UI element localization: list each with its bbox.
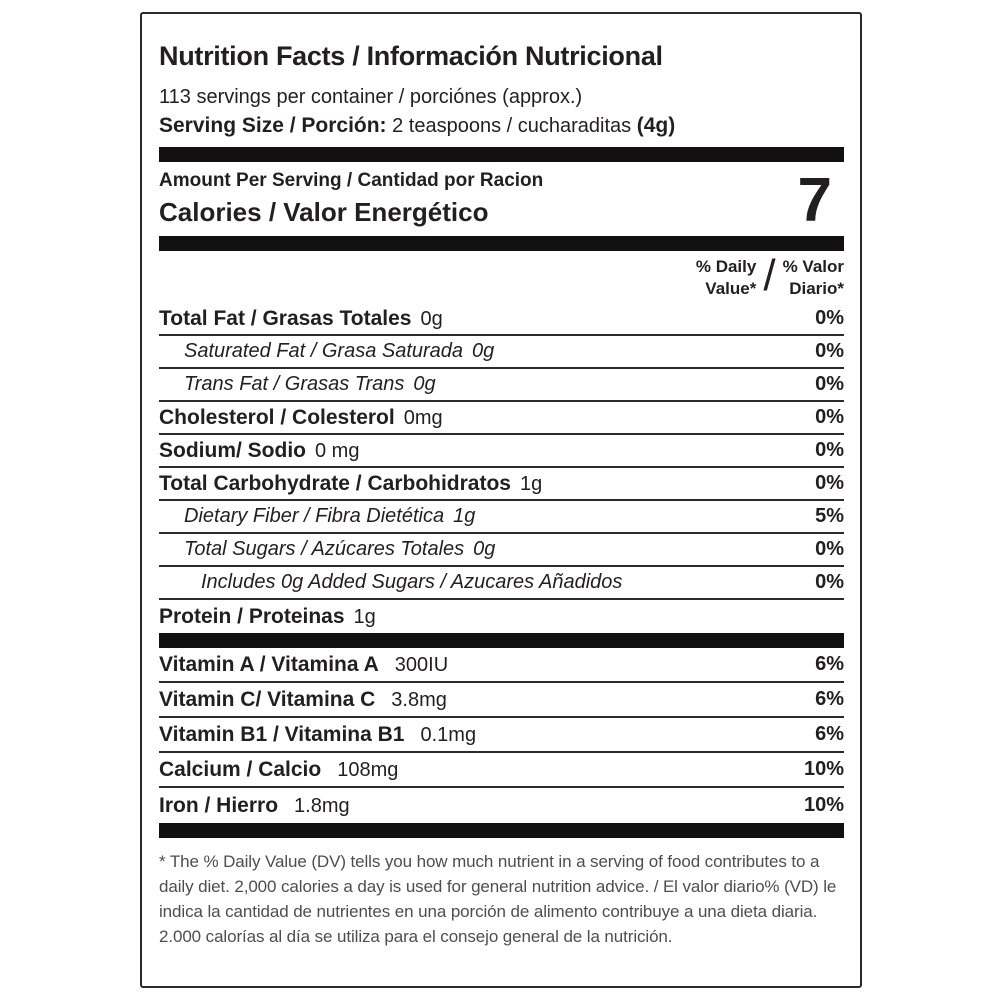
nutrition-label: Nutrition Facts / Información Nutriciona… (140, 12, 862, 988)
micronutrient-row-vitamin-c: Vitamin C/ Vitamina C 3.8mg 6% (159, 683, 844, 718)
nutrient-amount: 3.8mg (391, 688, 447, 711)
separator-bar-thick (159, 823, 844, 838)
nutrient-row-total-fat: Total Fat / Grasas Totales 0g 0% (159, 303, 844, 336)
dv-header-slash: / (763, 251, 776, 300)
calories-text-block: Amount Per Serving / Cantidad por Racion… (159, 169, 543, 229)
serving-size-weight: (4g) (636, 114, 676, 137)
nutrient-label: Cholesterol / Colesterol (159, 405, 395, 429)
nutrient-label: Iron / Hierro (159, 793, 279, 817)
nutrient-dv: 0% (815, 340, 844, 362)
dv-header-en-line1: % Daily (695, 257, 757, 276)
nutrient-dv: 6% (815, 688, 844, 710)
nutrient-amount: 0.1mg (420, 723, 477, 746)
nutrient-dv: 0% (815, 538, 844, 560)
separator-bar-thick (159, 147, 844, 162)
daily-value-header: % Daily Value* / % Valor Diario* (159, 251, 844, 303)
nutrient-amount: 1g (353, 605, 376, 628)
nutrient-row-cholesterol: Cholesterol / Colesterol 0mg 0% (159, 402, 844, 435)
micronutrient-row-vitamin-a: Vitamin A / Vitamina A 300IU 6% (159, 648, 844, 683)
nutrient-row-trans-fat: Trans Fat / Grasas Trans 0g 0% (159, 369, 844, 402)
nutrient-amount: 108mg (337, 758, 399, 781)
nutrient-row-total-sugars: Total Sugars / Azúcares Totales 0g 0% (159, 534, 844, 567)
nutrient-label: Sodium/ Sodio (159, 438, 306, 462)
nutrient-rows: Total Fat / Grasas Totales 0g 0% Saturate… (159, 303, 844, 633)
nutrient-label: Total Carbohydrate / Carbohidratos (159, 471, 511, 495)
nutrient-amount: 300IU (394, 653, 449, 676)
nutrient-label: Vitamin A / Vitamina A (159, 652, 379, 676)
servings-per-container: 113 servings per container / porciónes (… (159, 86, 583, 108)
nutrient-dv: 6% (815, 723, 844, 745)
nutrient-label: Dietary Fiber / Fibra Dietética (184, 505, 445, 527)
nutrient-label: Protein / Proteinas (159, 604, 345, 628)
nutrient-dv: 5% (815, 505, 844, 527)
nutrient-dv: 10% (803, 758, 844, 780)
amount-per-serving-heading: Amount Per Serving / Cantidad por Racion (159, 170, 544, 191)
dv-header-en-line2: Value* (705, 279, 757, 298)
nutrient-dv: 0% (815, 406, 844, 428)
dv-header-es-line1: % Valor (782, 257, 844, 276)
nutrient-row-sodium: Sodium/ Sodio 0 mg 0% (159, 435, 844, 468)
nutrient-amount: 0g (472, 340, 495, 362)
nutrient-label: Calcium / Calcio (159, 757, 322, 781)
nutrient-dv: 10% (803, 794, 844, 816)
nutrient-label: Vitamin B1 / Vitamina B1 (159, 722, 405, 746)
nutrient-amount: 0g (413, 373, 436, 395)
nutrient-dv: 0% (815, 307, 844, 329)
nutrient-row-dietary-fiber: Dietary Fiber / Fibra Dietética 1g 5% (159, 501, 844, 534)
nutrient-label: Saturated Fat / Grasa Saturada (184, 340, 464, 362)
micronutrient-row-iron: Iron / Hierro 1.8mg 10% (159, 788, 844, 823)
nutrient-dv: 6% (815, 653, 844, 675)
nutrient-row-added-sugars: Includes 0g Added Sugars / Azucares Añad… (159, 567, 844, 600)
dv-header-es-line2: Diario* (789, 279, 844, 298)
nutrient-amount: 0g (420, 307, 443, 330)
nutrient-dv: 0% (815, 472, 844, 494)
nutrient-label: Total Fat / Grasas Totales (159, 306, 412, 330)
serving-size-line: Serving Size / Porción: 2 teaspoons / cu… (159, 113, 844, 139)
dv-header-en: % Daily Value* (696, 256, 756, 300)
calories-label: Calories / Valor Energético (159, 197, 489, 227)
nutrient-amount: 1g (453, 505, 476, 527)
nutrient-label: Total Sugars / Azúcares Totales (184, 538, 465, 560)
label-title: Nutrition Facts / Información Nutriciona… (159, 41, 663, 71)
nutrient-amount: 1.8mg (294, 794, 350, 817)
nutrient-amount: 0mg (403, 406, 443, 429)
serving-size-value: 2 teaspoons / cucharaditas (392, 115, 632, 137)
separator-bar-thick (159, 633, 844, 648)
nutrient-dv: 0% (815, 439, 844, 461)
nutrient-dv: 0% (815, 373, 844, 395)
serving-size-label: Serving Size / Porción: (159, 114, 387, 137)
micronutrient-row-calcium: Calcium / Calcio 108mg 10% (159, 753, 844, 788)
calories-section: Amount Per Serving / Cantidad por Racion… (159, 162, 844, 236)
nutrient-row-total-carbohydrate: Total Carbohydrate / Carbohidratos 1g 0% (159, 468, 844, 501)
daily-value-footnote: * The % Daily Value (DV) tells you how m… (159, 852, 837, 946)
nutrient-amount: 0 mg (315, 439, 360, 462)
nutrient-label: Trans Fat / Grasas Trans (184, 373, 405, 395)
nutrient-row-protein: Protein / Proteinas 1g (159, 600, 844, 633)
micronutrient-row-vitamin-b1: Vitamin B1 / Vitamina B1 0.1mg 6% (159, 718, 844, 753)
nutrient-amount: 1g (520, 472, 543, 495)
nutrient-row-saturated-fat: Saturated Fat / Grasa Saturada 0g 0% (159, 336, 844, 369)
nutrient-label: Vitamin C/ Vitamina C (159, 687, 376, 711)
nutrient-amount: 0g (473, 538, 496, 560)
calories-value: 7 (797, 166, 832, 235)
nutrient-dv: 0% (815, 571, 844, 593)
dv-header-es: % Valor Diario* (783, 256, 844, 300)
nutrient-label: Includes 0g Added Sugars / Azucares Añad… (201, 571, 623, 593)
micronutrient-rows: Vitamin A / Vitamina A 300IU 6% Vitamin C… (159, 648, 844, 823)
separator-bar-thick (159, 236, 844, 251)
